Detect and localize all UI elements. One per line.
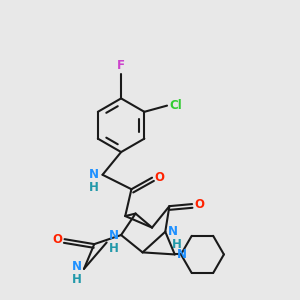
Text: O: O — [195, 198, 205, 211]
Text: H: H — [109, 242, 118, 255]
Text: N: N — [89, 168, 99, 181]
Text: O: O — [154, 171, 164, 184]
Text: N: N — [177, 248, 187, 261]
Text: H: H — [89, 181, 99, 194]
Text: H: H — [172, 238, 181, 251]
Text: N: N — [109, 229, 118, 242]
Text: H: H — [72, 273, 82, 286]
Text: N: N — [168, 225, 178, 238]
Text: Cl: Cl — [169, 99, 182, 112]
Text: O: O — [52, 233, 62, 246]
Text: N: N — [71, 260, 82, 273]
Text: F: F — [117, 58, 125, 72]
